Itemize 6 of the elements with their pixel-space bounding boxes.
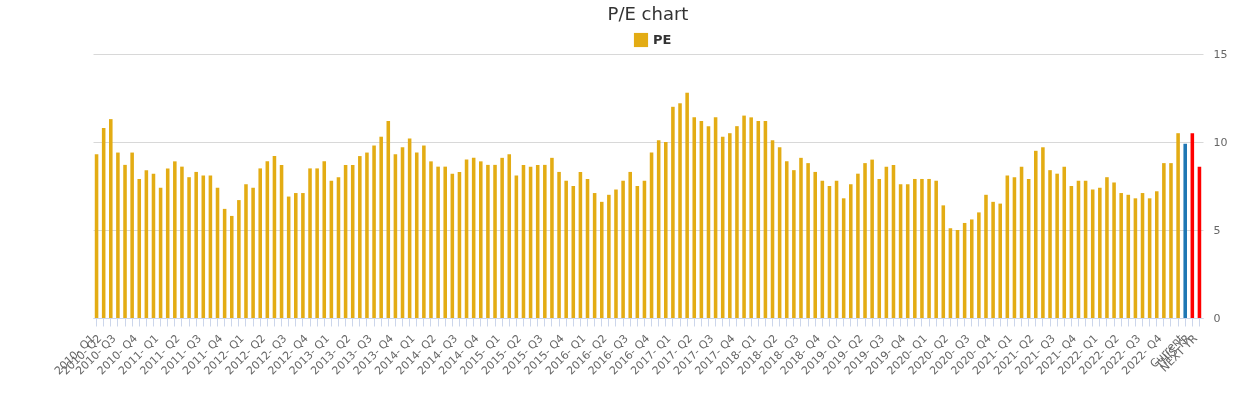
y-tick-label: 10 (1213, 135, 1228, 149)
y-tick-label: 5 (1213, 223, 1221, 237)
chart-title: P/E chart (607, 3, 689, 24)
y-tick-label: 15 (1213, 47, 1228, 61)
legend-label: PE (653, 32, 672, 47)
y-tick-label: 0 (1213, 311, 1221, 325)
